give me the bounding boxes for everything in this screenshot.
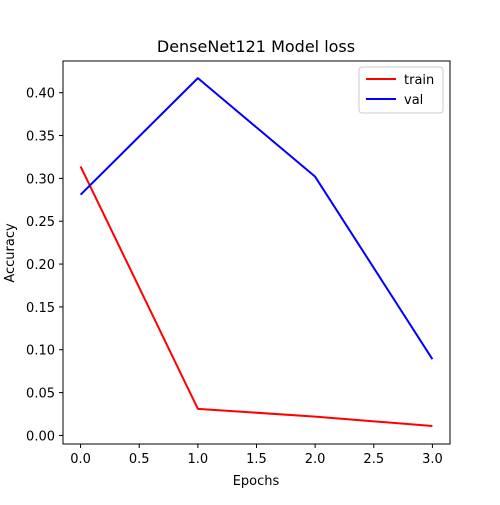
x-axis-ticks: 0.0 0.5 1.0 1.5 2.0 2.5 3.0: [70, 444, 443, 467]
series-line-train: [79, 165, 433, 428]
x-tick-label: 2.5: [363, 452, 384, 467]
y-tick-label: 0.30: [26, 172, 55, 187]
y-tick-label: 0.20: [26, 258, 55, 273]
x-tick-label: 3.0: [422, 452, 443, 467]
x-tick-label: 0.0: [70, 452, 91, 467]
x-tick-label: 2.0: [305, 452, 326, 467]
legend: train val: [358, 66, 444, 114]
legend-label-train: train: [404, 73, 434, 88]
y-axis-ticks: 0.00 0.05 0.10 0.15 0.20 0.25 0.30 0.35 0.40: [26, 87, 63, 444]
x-axis-label: Epochs: [233, 474, 280, 489]
series-line-val: [79, 77, 434, 360]
y-axis-label: Accuracy: [3, 223, 18, 283]
y-tick-label: 0.00: [26, 429, 55, 444]
chart-title: DenseNet121 Model loss: [157, 37, 355, 56]
x-tick-label: 0.5: [129, 452, 150, 467]
y-tick-label: 0.15: [26, 301, 55, 316]
y-tick-label: 0.35: [26, 130, 55, 145]
x-tick-label: 1.5: [246, 452, 267, 467]
series-layer: [79, 77, 434, 428]
plot-frame: [62, 60, 451, 445]
y-tick-label: 0.40: [26, 87, 55, 102]
y-tick-label: 0.10: [26, 344, 55, 359]
y-tick-label: 0.05: [26, 387, 55, 402]
y-tick-label: 0.25: [26, 215, 55, 230]
x-tick-label: 1.0: [188, 452, 209, 467]
legend-label-val: val: [404, 93, 423, 108]
